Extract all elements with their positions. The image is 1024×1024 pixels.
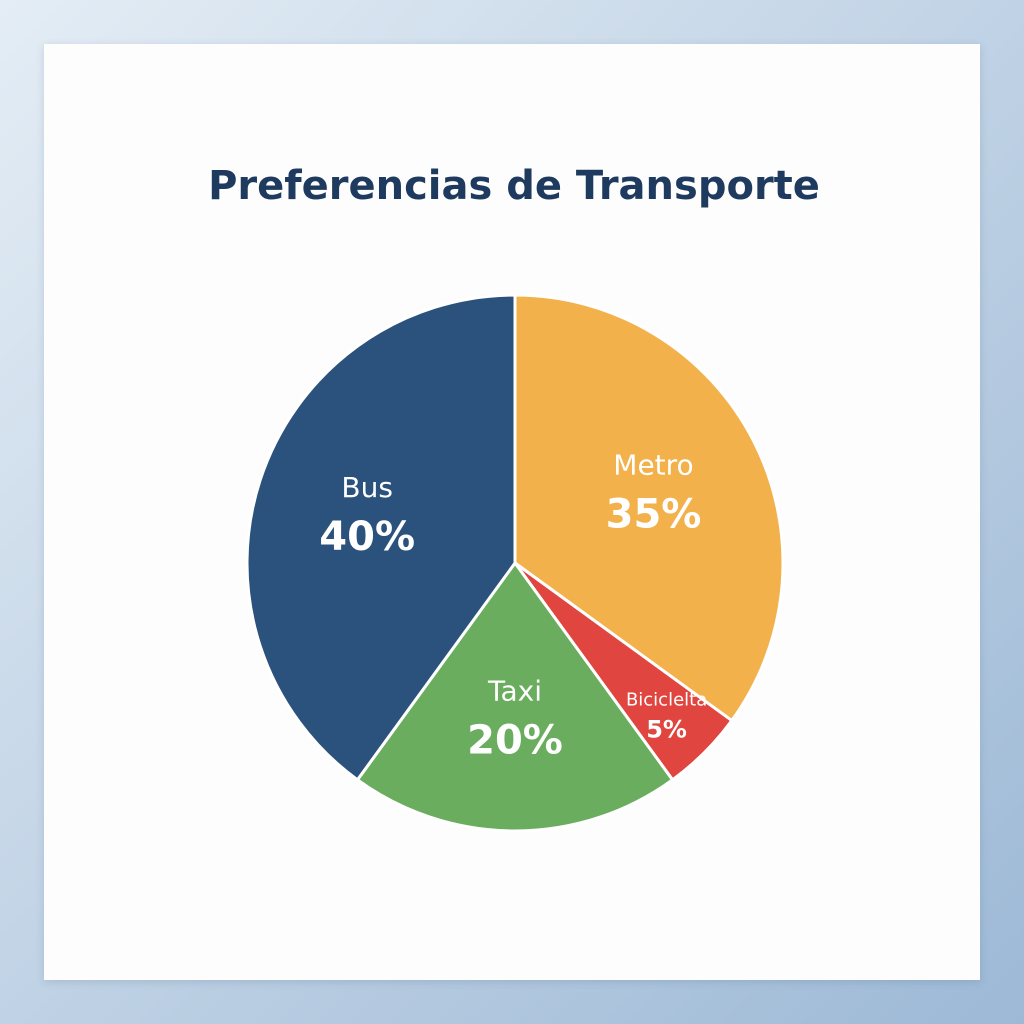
slice-value-label: 40% — [319, 514, 415, 560]
pie-slice — [513, 293, 785, 723]
slice-label: Taxi — [487, 674, 542, 707]
slice-value-label: 35% — [606, 491, 702, 537]
slice-label: Metro — [613, 448, 693, 481]
slice-value-label: 5% — [646, 716, 687, 744]
slice-label: Bus — [341, 471, 393, 504]
slice-label: Biciclelta — [626, 690, 707, 711]
pie-slice — [355, 560, 675, 833]
chart-title: Preferencias de Transporte — [208, 163, 820, 209]
slice-value-label: 20% — [467, 717, 563, 763]
pie-slice — [245, 293, 517, 782]
